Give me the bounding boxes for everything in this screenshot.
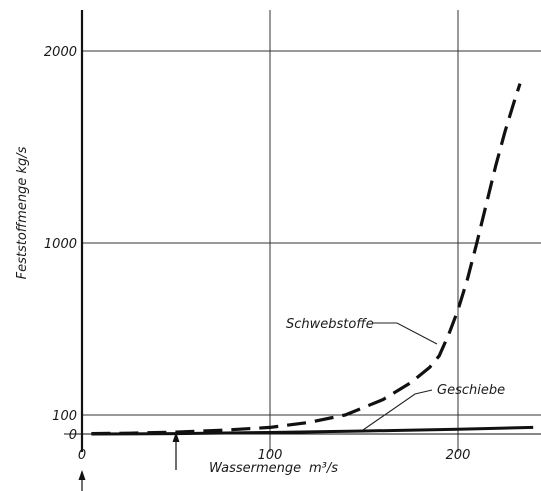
y-tick-label-100: 100 [52, 409, 77, 424]
schwebstoffe-leader-line [372, 322, 438, 345]
y-tick-label-0: 0 [69, 428, 77, 443]
x-tick-label-0: 0 [78, 448, 86, 463]
x-axis-unit: m³/s [309, 461, 338, 476]
series-lines [91, 83, 534, 436]
y-tick-label-2000: 2000 [44, 45, 77, 60]
y-axis-label: Feststoffmenge kg/s [15, 146, 30, 279]
series-label-geschiebe: Geschiebe [437, 383, 505, 398]
x-tick-label-100: 100 [258, 448, 283, 463]
series-line-geschiebe [91, 425, 534, 436]
arrow-marker-0-head [78, 470, 86, 480]
x-axis-label: Wassermenge [209, 461, 301, 476]
arrow-marker-50 [172, 432, 180, 470]
y-tick-label-1000: 1000 [44, 237, 77, 252]
arrow-marker-0 [78, 470, 86, 491]
series-line-schwebstoffe [91, 83, 522, 436]
geschiebe-leader-line [362, 389, 433, 431]
x-tick-label-200: 200 [446, 448, 471, 463]
series-label-schwebstoffe: Schwebstoffe [286, 317, 374, 332]
grid [82, 10, 541, 452]
arrow-marker-50-head [172, 432, 180, 442]
annotation-arrows [78, 432, 180, 491]
